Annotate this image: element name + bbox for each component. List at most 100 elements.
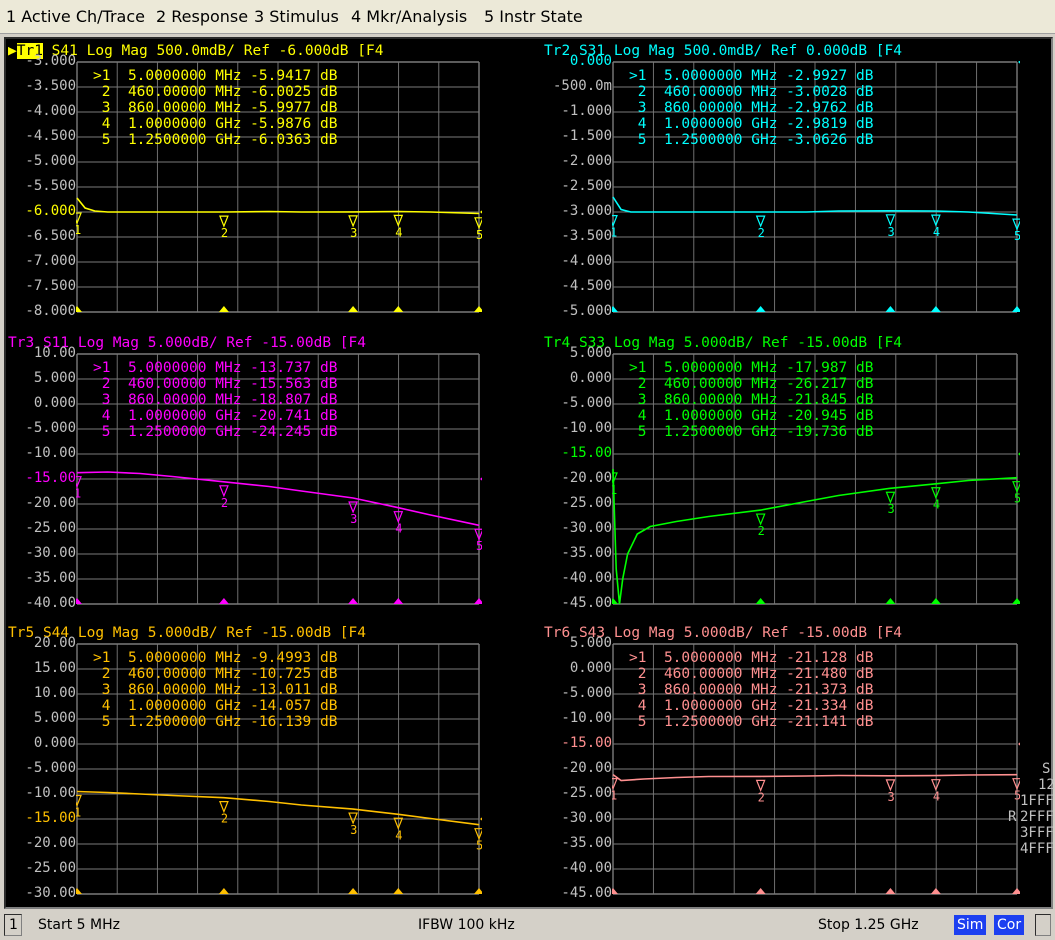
marker-frequency: 5.0000000 MHz (127, 68, 242, 84)
marker-number-label: 5 (1014, 789, 1020, 803)
marker-number: 1 (101, 360, 111, 376)
trace-panel-tr3[interactable]: Tr3 S11 Log Mag 5.000dB/ Ref -15.00dB [F… (8, 333, 528, 611)
marker-1-icon[interactable] (612, 215, 618, 228)
channel-number[interactable]: 1 (9, 917, 18, 933)
trace-scale: 5.000dB/ (683, 335, 754, 351)
active-marker-indicator (629, 682, 638, 698)
marker-3-icon[interactable] (885, 779, 896, 792)
y-tick-label: -35.00 (561, 835, 612, 851)
marker-stimulus-tick-icon (1012, 598, 1020, 604)
menu-stimulus[interactable]: 3 Stimulus (254, 7, 339, 26)
reference-right-marker-icon[interactable] (480, 814, 482, 824)
marker-2-icon[interactable] (219, 215, 229, 228)
reference-right-marker-icon[interactable] (1018, 739, 1020, 749)
marker-3-icon[interactable] (885, 214, 896, 227)
marker-value: -26.217 dB (786, 376, 874, 392)
marker-5-icon[interactable] (474, 528, 482, 541)
marker-stimulus-tick-icon (393, 306, 404, 312)
matrix-row: 2FFFF (1020, 809, 1055, 825)
trace-header[interactable]: Tr4 S33 Log Mag 5.000dB/ Ref -15.00dB [F… (544, 333, 902, 353)
marker-value: -21.373 dB (786, 682, 874, 698)
trace-panel-tr2[interactable]: Tr2 S31 Log Mag 500.0mdB/ Ref 0.000dB [F… (544, 41, 1055, 319)
marker-4-icon[interactable] (930, 779, 941, 792)
marker-2-icon[interactable] (755, 513, 766, 526)
marker-2-icon[interactable] (755, 215, 766, 228)
marker-4-icon[interactable] (930, 214, 941, 227)
marker-1-icon[interactable] (612, 778, 618, 791)
menu-active-ch-trace[interactable]: 1 Active Ch/Trace (6, 7, 145, 26)
y-tick-label: 0.000 (569, 370, 612, 386)
marker-4-icon[interactable] (393, 214, 404, 227)
if-bandwidth[interactable]: IFBW 100 kHz (418, 917, 515, 933)
trace-header[interactable]: Tr5 S44 Log Mag 5.000dB/ Ref -15.00dB [F… (8, 623, 366, 643)
matrix-row: 1FFFF (1020, 793, 1055, 809)
trace-header[interactable]: Tr3 S11 Log Mag 5.000dB/ Ref -15.00dB [F… (8, 333, 366, 353)
marker-2-icon[interactable] (219, 485, 229, 498)
marker-value: -13.011 dB (250, 682, 338, 698)
trace-format: Log Mag (613, 625, 675, 641)
marker-frequency: 5.0000000 MHz (663, 360, 778, 376)
marker-readout-row: 5 1.2500000 GHz -6.0363 dB (93, 132, 338, 148)
reference-right-marker-icon[interactable] (480, 207, 482, 217)
marker-4-icon[interactable] (393, 511, 404, 524)
start-frequency[interactable]: Start 5 MHz (38, 917, 120, 933)
menu-instr-state[interactable]: 5 Instr State (484, 7, 583, 26)
trace-panel-tr5[interactable]: Tr5 S44 Log Mag 5.000dB/ Ref -15.00dB [F… (8, 623, 528, 901)
marker-5-icon[interactable] (474, 828, 482, 841)
reference-right-marker-icon[interactable] (480, 474, 482, 484)
marker-number: 2 (101, 376, 111, 392)
marker-5-icon[interactable] (474, 217, 482, 230)
marker-stimulus-tick-icon (885, 598, 896, 604)
marker-readout-row: >1 5.0000000 MHz -2.9927 dB (629, 68, 873, 84)
menu-mkr-analysis[interactable]: 4 Mkr/Analysis (351, 7, 468, 26)
marker-stimulus-tick-icon (755, 598, 766, 604)
marker-4-icon[interactable] (393, 817, 404, 830)
marker-5-icon[interactable] (1012, 218, 1020, 231)
reference-right-marker-icon[interactable] (1018, 61, 1020, 67)
marker-stimulus-tick-icon (76, 888, 82, 894)
trace-scale: 5.000dB/ (147, 625, 218, 641)
marker-2-icon[interactable] (219, 801, 229, 814)
reference-right-marker-icon[interactable] (1018, 449, 1020, 459)
trace-panel-tr6[interactable]: Tr6 S43 Log Mag 5.000dB/ Ref -15.00dB [F… (544, 623, 1055, 901)
marker-3-icon[interactable] (348, 501, 358, 514)
marker-frequency: 460.00000 MHz (663, 376, 778, 392)
y-tick-label: -45.00 (561, 885, 612, 901)
y-tick-label: -3.500 (25, 78, 76, 94)
trace-line (612, 773, 1018, 782)
marker-5-icon[interactable] (1012, 481, 1020, 494)
matrix-row: 4FFFF (1020, 841, 1055, 857)
measurement-display[interactable]: ▶Tr1 S41 Log Mag 500.0mdB/ Ref -6.000dB … (4, 37, 1055, 909)
trace-header[interactable]: ▶Tr1 S41 Log Mag 500.0mdB/ Ref -6.000dB … (8, 41, 383, 61)
marker-4-icon[interactable] (930, 487, 941, 500)
trace-header[interactable]: Tr2 S31 Log Mag 500.0mdB/ Ref 0.000dB [F… (544, 41, 902, 61)
trace-scale: 5.000dB/ (683, 625, 754, 641)
marker-3-icon[interactable] (885, 491, 896, 504)
trace-panel-tr4[interactable]: Tr4 S33 Log Mag 5.000dB/ Ref -15.00dB [F… (544, 333, 1055, 611)
marker-1-icon[interactable] (76, 212, 82, 225)
marker-1-icon[interactable] (612, 472, 618, 485)
sim-badge: Sim (954, 915, 987, 935)
active-trace-arrow-icon: ▶ (8, 43, 17, 59)
y-tick-label: -8.000 (25, 303, 76, 319)
marker-3-icon[interactable] (348, 215, 358, 228)
stop-frequency[interactable]: Stop 1.25 GHz (818, 917, 919, 933)
marker-2-icon[interactable] (755, 779, 766, 793)
marker-number: 4 (637, 116, 647, 132)
marker-number-label: 3 (350, 512, 357, 526)
marker-1-icon[interactable] (76, 794, 82, 808)
marker-stimulus-tick-icon (930, 598, 941, 604)
marker-number-label: 1 (76, 223, 81, 237)
menu-response[interactable]: 2 Response (156, 7, 249, 26)
marker-1-icon[interactable] (76, 476, 82, 489)
trace-header[interactable]: Tr6 S43 Log Mag 5.000dB/ Ref -15.00dB [F… (544, 623, 902, 643)
trace-panel-tr1[interactable]: ▶Tr1 S41 Log Mag 500.0mdB/ Ref -6.000dB … (8, 41, 528, 319)
marker-5-icon[interactable] (1012, 778, 1020, 791)
marker-3-icon[interactable] (348, 812, 358, 825)
